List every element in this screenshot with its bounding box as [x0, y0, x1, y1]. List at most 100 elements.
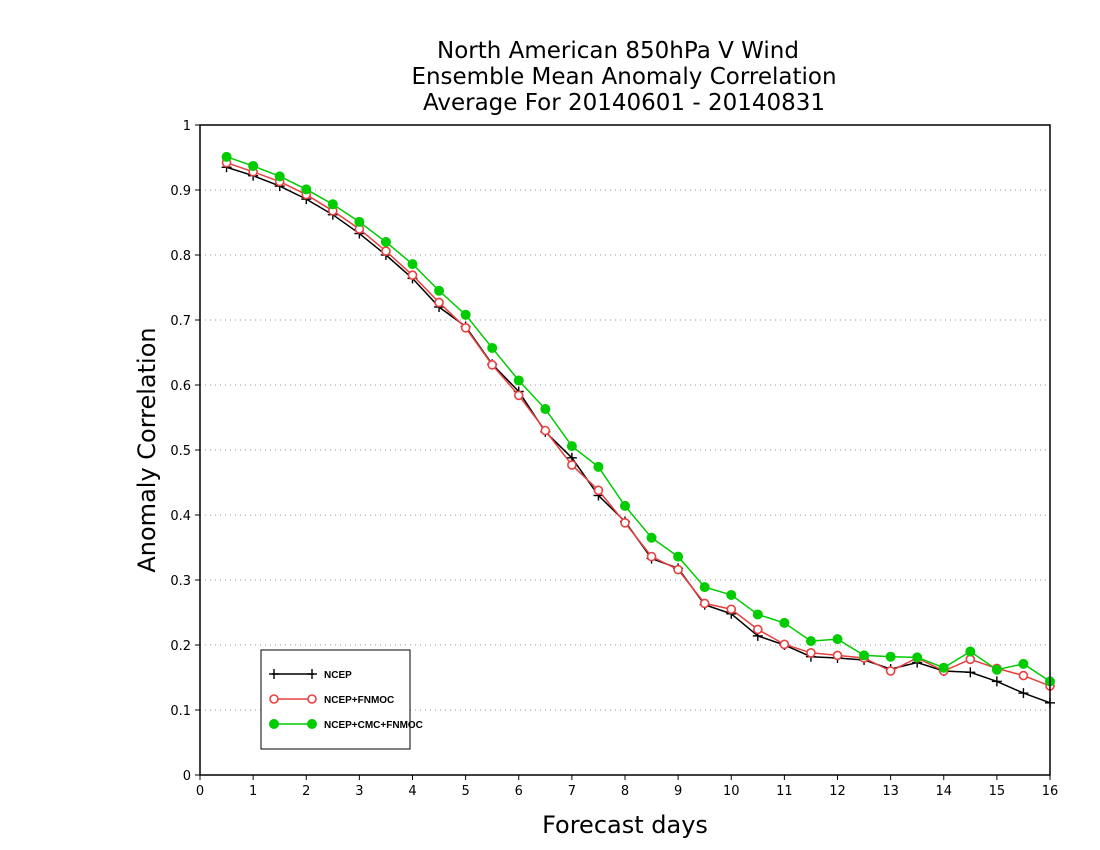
y-tick-label: 0.8	[170, 249, 191, 264]
data-point	[673, 564, 683, 575]
data-point	[566, 441, 577, 452]
data-point	[991, 664, 1002, 675]
x-tick-label: 16	[1042, 784, 1059, 799]
legend-marker	[307, 669, 317, 679]
data-point	[859, 650, 870, 661]
legend-marker	[269, 719, 279, 729]
legend-marker	[307, 719, 317, 729]
x-tick-label: 9	[674, 784, 682, 799]
y-tick-label: 0.7	[170, 314, 191, 329]
legend-marker	[269, 669, 279, 679]
title-line-3: Average For 20140601 - 20140831	[423, 90, 825, 116]
data-point	[593, 461, 604, 472]
data-point	[726, 604, 737, 615]
x-tick-label: 11	[776, 784, 793, 799]
data-point	[806, 647, 816, 658]
legend-label: NCEP+CMC+FNMOC	[324, 720, 423, 731]
y-tick-label: 0	[183, 769, 191, 784]
data-point	[487, 342, 498, 353]
data-point	[248, 160, 259, 171]
data-point	[460, 322, 471, 333]
data-point	[1018, 658, 1029, 669]
series-line	[226, 161, 1051, 687]
data-point	[274, 171, 285, 182]
data-point	[593, 485, 604, 496]
data-point	[912, 652, 923, 663]
data-point	[540, 404, 551, 415]
x-tick-label: 4	[408, 784, 416, 799]
y-axis: 0 0.1 0.2 0.3 0.4 0.5 0.6 0.7 0.8 0.9 1	[170, 119, 200, 784]
data-point	[434, 285, 445, 296]
data-point	[885, 651, 896, 662]
data-point	[805, 636, 816, 647]
x-tick-label: 10	[723, 784, 740, 799]
data-point	[991, 676, 1002, 687]
data-point	[380, 237, 391, 247]
title-line-2: Ensemble Mean Anomaly Correlation	[411, 64, 836, 90]
data-point	[779, 639, 790, 650]
data-point	[1018, 688, 1029, 699]
legend-marker	[307, 694, 317, 704]
data-point	[965, 646, 976, 657]
data-point	[779, 617, 790, 628]
data-point	[487, 360, 497, 370]
data-point	[832, 650, 843, 661]
data-point	[752, 609, 763, 620]
x-tick-label: 8	[621, 784, 629, 799]
chart-title: North American 850hPa V Wind Ensemble Me…	[411, 38, 836, 116]
y-tick-label: 0.3	[170, 574, 191, 589]
data-point	[699, 598, 710, 609]
data-point	[540, 425, 551, 436]
legend-items: NCEP NCEP+FNMOC NCEP+CMC+FNMOC	[269, 669, 423, 731]
data-point	[965, 667, 976, 678]
x-tick-label: 5	[461, 784, 469, 799]
data-point	[646, 551, 657, 562]
data-point	[460, 309, 471, 320]
data-point	[221, 151, 232, 162]
data-point	[885, 666, 896, 676]
y-tick-label: 0.9	[170, 184, 191, 199]
data-point	[407, 259, 418, 270]
legend: NCEP NCEP+FNMOC NCEP+CMC+FNMOC	[260, 649, 423, 750]
series-ncep-cmc-fnmoc	[221, 151, 1055, 687]
data-point	[513, 375, 524, 386]
y-tick-label: 0.1	[170, 704, 191, 719]
data-point	[354, 216, 365, 227]
x-tick-label: 3	[355, 784, 363, 799]
data-point	[673, 551, 684, 562]
data-point	[832, 634, 843, 645]
y-tick-label: 1	[183, 119, 191, 134]
x-tick-label: 14	[935, 784, 952, 799]
data-point	[567, 460, 577, 470]
legend-item: NCEP+CMC+FNMOC	[269, 719, 423, 731]
x-axis: 0 1 2 3 4 5 6 7 8 9 10 11 12 13 14 15 16	[196, 775, 1058, 799]
data-point	[407, 270, 418, 280]
data-point	[620, 500, 630, 511]
x-tick-label: 6	[515, 784, 523, 799]
legend-item: NCEP	[269, 669, 352, 681]
legend-marker	[269, 694, 279, 704]
data-point	[301, 184, 312, 195]
x-tick-label: 2	[302, 784, 310, 799]
x-tick-label: 13	[882, 784, 899, 799]
y-axis-label: Anomaly Correlation	[133, 327, 161, 572]
legend-item: NCEP+FNMOC	[269, 694, 394, 706]
data-point	[327, 199, 338, 210]
x-tick-label: 7	[568, 784, 576, 799]
series-ncep	[221, 162, 1055, 708]
data-point	[381, 246, 391, 256]
x-tick-label: 12	[829, 784, 846, 799]
legend-label: NCEP+FNMOC	[324, 695, 394, 706]
series-ncep-fnmoc	[221, 157, 1055, 691]
x-tick-label: 1	[249, 784, 257, 799]
series-line	[226, 156, 1051, 683]
x-axis-label: Forecast days	[542, 811, 708, 839]
series-layer	[221, 151, 1055, 708]
y-tick-label: 0.6	[170, 379, 191, 394]
data-point	[753, 624, 763, 635]
data-point	[726, 589, 737, 600]
data-point	[1018, 670, 1029, 681]
series-line	[226, 166, 1051, 704]
data-point	[620, 517, 630, 528]
